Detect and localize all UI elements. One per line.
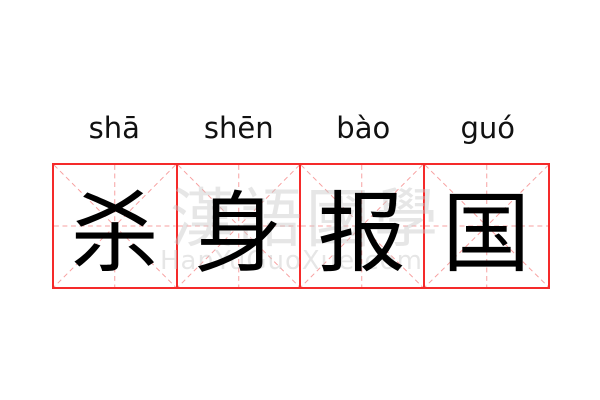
grid-guides [424, 165, 548, 287]
character-3: 报 [317, 181, 406, 285]
character-cell: 国 [424, 165, 548, 287]
grid-guides [301, 165, 423, 287]
pinyin-row: shā shēn bào guó [52, 108, 550, 148]
character-2: 身 [194, 181, 283, 285]
character-cell: 报 [301, 165, 425, 287]
pinyin-4: guó [460, 111, 516, 145]
character-cell: 身 [177, 165, 301, 287]
pinyin-1: shā [88, 111, 140, 145]
character-cell: 杀 [54, 165, 178, 287]
pinyin-3: bào [336, 111, 391, 145]
character-1: 杀 [70, 181, 159, 285]
character-4: 国 [442, 181, 531, 285]
pinyin-2: shēn [203, 111, 274, 145]
character-grid: 杀 身 报 国 [52, 163, 550, 289]
grid-guides [177, 165, 299, 287]
grid-guides [54, 165, 176, 287]
